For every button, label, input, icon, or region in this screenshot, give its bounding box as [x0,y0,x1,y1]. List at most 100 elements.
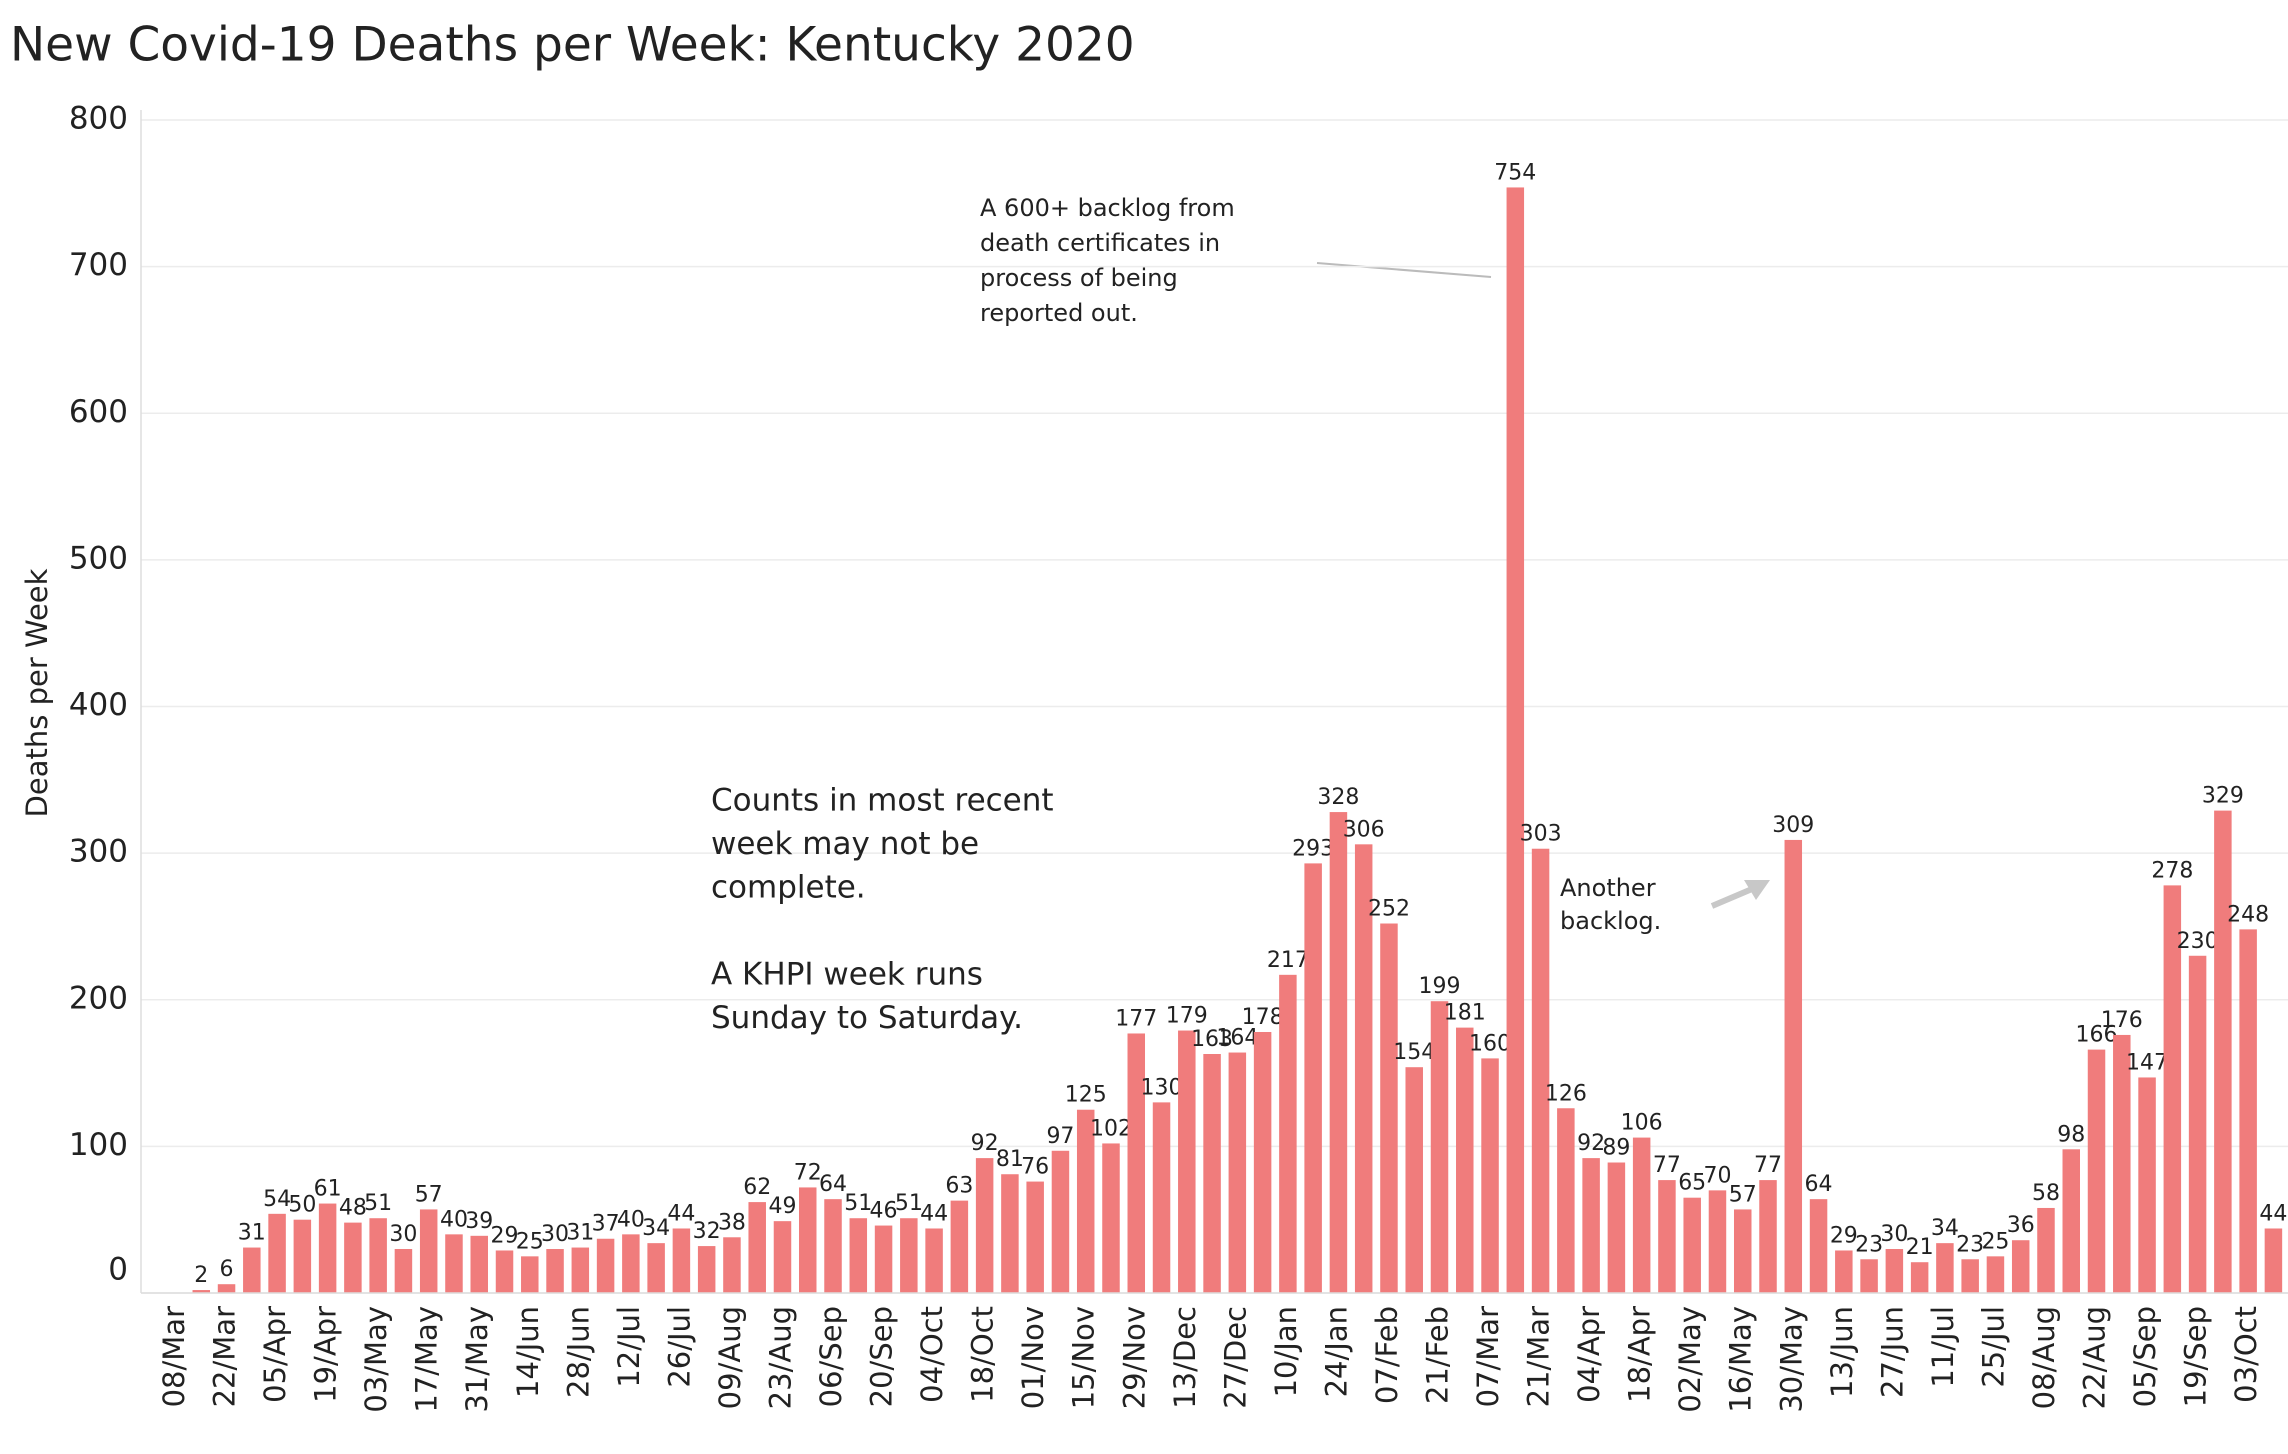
bar [1178,1030,1196,1293]
bar [773,1221,792,1293]
data-label: 61 [314,1177,342,1202]
data-label: 50 [288,1193,316,1218]
x-tick-label: 24/Jan [1319,1306,1353,1397]
bar [470,1235,488,1293]
bar [799,1187,817,1293]
data-label: 58 [2032,1181,2060,1206]
data-label: 309 [1772,813,1814,838]
bar [2062,1149,2080,1293]
annotation: backlog. [1560,907,1661,935]
bar [1531,848,1550,1293]
annotation: reported out. [980,299,1138,327]
x-tick-label: 19/Apr [309,1306,343,1403]
bar [192,1290,211,1293]
x-tick-label: 21/Feb [1421,1306,1455,1404]
x-tick-label: 03/May [359,1306,393,1413]
data-label: 303 [1520,822,1562,847]
data-label: 164 [1216,1026,1258,1051]
data-label: 38 [718,1210,746,1235]
data-label: 77 [1653,1153,1681,1178]
bar [445,1234,463,1293]
y-tick-label: 300 [69,834,128,870]
bar [1456,1027,1474,1293]
data-label: 2 [194,1263,208,1288]
data-label: 34 [1931,1216,1959,1241]
bar [950,1200,969,1293]
data-label: 25 [1981,1229,2009,1254]
x-tick-label: 10/Jan [1269,1306,1303,1397]
x-tick-label: 19/Sep [2179,1306,2213,1407]
bar [571,1247,590,1293]
x-tick-label: 18/Apr [1623,1306,1657,1403]
bar [1051,1150,1070,1293]
data-label: 329 [2202,784,2244,809]
y-tick-label: 500 [69,540,128,576]
x-tick-label: 03/Oct [2229,1306,2263,1403]
bar [1683,1197,1701,1293]
data-label: 177 [1115,1006,1157,1031]
x-tick-label: 28/Jun [561,1306,595,1398]
x-tick-label: 20/Sep [865,1306,899,1407]
data-label: 31 [566,1221,594,1246]
bar [1557,1108,1575,1293]
x-tick-label: 04/Apr [1572,1306,1606,1403]
bar [874,1225,893,1293]
annotation-arrowhead [1744,880,1770,900]
data-label: 44 [920,1201,948,1226]
bar [2188,955,2207,1293]
data-label: 166 [2076,1023,2118,1048]
y-tick-label: 600 [69,394,128,430]
y-tick-label: 200 [69,980,128,1016]
x-tick-label: 16/May [1724,1306,1758,1413]
data-label: 154 [1393,1040,1435,1065]
data-label: 176 [2101,1008,2143,1033]
data-label: 46 [870,1199,898,1224]
data-label: 217 [1267,948,1309,973]
y-tick-label: 100 [69,1127,128,1163]
annotation: death certificates in [980,229,1220,257]
x-tick-label: 07/Mar [1471,1306,1505,1407]
bar [419,1209,438,1293]
bar [243,1247,261,1293]
data-label: 81 [996,1147,1024,1172]
data-label: 328 [1317,785,1359,810]
data-label: 147 [2126,1050,2168,1075]
x-tick-label: 08/Aug [2027,1306,2061,1409]
bar [318,1203,337,1293]
bar [2239,929,2257,1293]
bar [2113,1034,2131,1293]
x-tick-label: 05/Apr [258,1306,292,1403]
data-label: 70 [1703,1163,1731,1188]
bar [1102,1143,1120,1293]
data-label: 178 [1242,1005,1284,1030]
annotation: process of being [980,264,1178,292]
data-label: 125 [1065,1083,1107,1108]
x-tick-label: 17/May [410,1306,444,1413]
data-label: 29 [491,1223,519,1248]
annotation: A KHPI week runs [711,957,983,993]
data-label: 36 [2007,1213,2035,1238]
bar [293,1219,312,1293]
bar [1203,1054,1221,1293]
data-label: 230 [2177,929,2219,954]
bar [344,1222,362,1293]
data-label: 48 [339,1196,367,1221]
annotation-arrow [1710,886,1754,909]
data-label: 51 [844,1191,872,1216]
data-label: 179 [1166,1004,1208,1029]
x-tick-label: 26/Jul [662,1306,696,1388]
data-label: 44 [667,1201,695,1226]
y-tick-label: 700 [69,247,128,283]
bar [723,1237,741,1293]
bar [1784,839,1803,1293]
bar [1759,1180,1777,1293]
data-label: 40 [440,1207,468,1232]
x-tick-label: 22/Mar [208,1306,242,1407]
bar [849,1218,868,1293]
bar [1001,1174,1019,1293]
x-tick-label: 15/Nov [1067,1306,1101,1409]
data-label: 64 [1805,1172,1833,1197]
data-label: 39 [465,1209,493,1234]
bar [1910,1262,1929,1293]
y-tick-label: 0 [108,1252,128,1288]
